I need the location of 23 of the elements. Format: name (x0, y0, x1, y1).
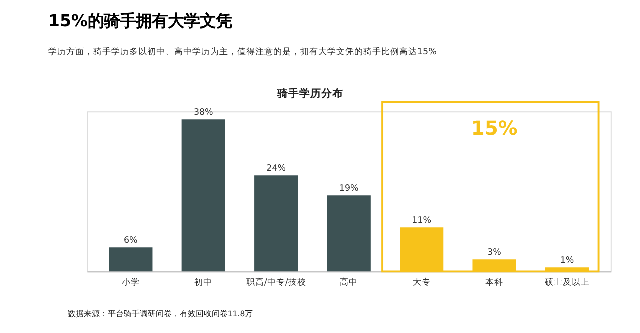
x-tick-label: 职高/中专/技校 (246, 276, 306, 288)
x-tick-label: 本科 (486, 276, 504, 288)
text: 骑手学历分布 (276, 87, 344, 100)
chart-subtitle: 学历方面，骑手学历多以初中、高中学历为主，值得注意的是，拥有大学文凭的骑手比例高达15% (48, 46, 437, 58)
data-label: 24% (266, 164, 286, 174)
bar (327, 196, 371, 272)
data-label: 38% (194, 108, 214, 118)
bar (254, 176, 298, 272)
data-label: 3% (488, 248, 502, 258)
chart-title: 15%的骑手拥有大学文凭 (48, 11, 232, 30)
data-label: 19% (339, 184, 359, 194)
x-tick-label: 大专 (412, 276, 431, 288)
data-label: 11% (412, 216, 432, 226)
bar (109, 248, 153, 272)
source-note: 数据来源：平台骑手调研问卷，有效回收问卷11.8万 (68, 309, 254, 318)
bar (182, 120, 226, 272)
annotation: 15% (471, 116, 518, 140)
data-label: 1% (560, 256, 574, 266)
x-tick-label: 高中 (340, 276, 358, 288)
x-tick-label: 初中 (194, 276, 213, 288)
x-tick-label: 小学 (122, 276, 140, 288)
x-tick-label: 硕士及以上 (544, 276, 590, 288)
data-label: 6% (124, 236, 138, 246)
